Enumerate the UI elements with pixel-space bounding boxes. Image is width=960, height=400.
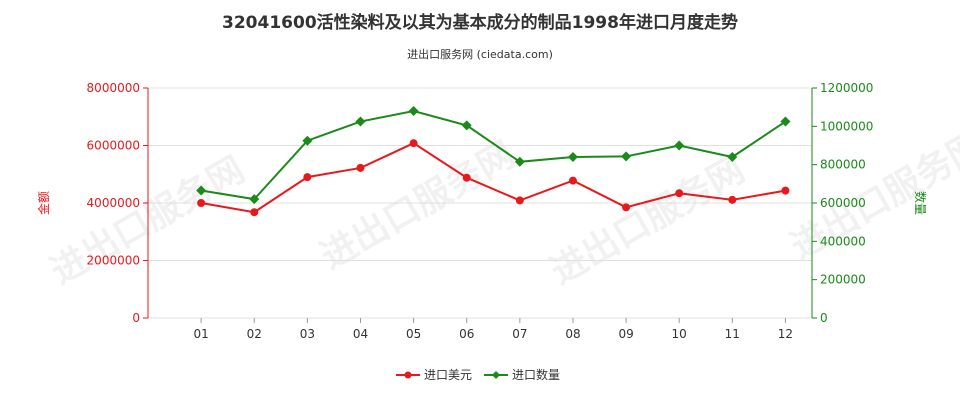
- data-point[interactable]: [462, 173, 471, 182]
- y-axis-right-tick-label: 0: [820, 311, 828, 325]
- x-axis-tick-label: 05: [406, 327, 421, 341]
- y-axis-right-tick-label: 200000: [820, 273, 866, 287]
- data-point[interactable]: [249, 194, 260, 205]
- x-axis-tick-label: 03: [300, 327, 315, 341]
- data-point[interactable]: [674, 140, 685, 151]
- y-axis-left-tick-label: 0: [132, 311, 140, 325]
- data-point[interactable]: [514, 156, 525, 167]
- legend: 进口美元 进口数量: [396, 367, 560, 382]
- series-value: [197, 139, 790, 217]
- data-point[interactable]: [250, 208, 259, 217]
- data-point[interactable]: [727, 152, 738, 162]
- y-axis-left-tick-label: 8000000: [87, 81, 140, 95]
- data-point[interactable]: [781, 186, 790, 195]
- legend-label-value: 进口美元: [424, 368, 472, 382]
- legend-item-quantity[interactable]: 进口数量: [484, 367, 560, 382]
- y-axis-left-title: 金额: [36, 191, 51, 215]
- y-axis-left-tick-label: 2000000: [87, 254, 140, 268]
- y-axis-right-tick-label: 400000: [820, 234, 866, 248]
- data-point[interactable]: [302, 135, 313, 146]
- y-axis-right-tick-label: 1200000: [820, 81, 873, 95]
- chart-title: 32041600活性染料及以其为基本成分的制品1998年进口月度走势: [222, 12, 738, 33]
- y-axis-left-tick-label: 6000000: [87, 139, 140, 153]
- data-point[interactable]: [196, 185, 207, 196]
- data-point[interactable]: [568, 176, 577, 185]
- x-axis-tick-label: 10: [672, 327, 687, 341]
- series-quantity: [196, 106, 791, 205]
- legend-label-quantity: 进口数量: [512, 367, 560, 382]
- y-axis-left-tick-label: 4000000: [87, 196, 140, 210]
- x-axis-tick-label: 11: [725, 327, 740, 341]
- y-axis-right-tick-label: 1000000: [820, 119, 873, 133]
- data-point[interactable]: [675, 189, 684, 198]
- data-point[interactable]: [622, 203, 631, 212]
- grid-layer: [147, 87, 813, 319]
- data-point[interactable]: [728, 195, 737, 204]
- data-point[interactable]: [356, 163, 365, 172]
- legend-marker-quantity: [492, 371, 500, 379]
- data-point[interactable]: [355, 116, 366, 127]
- x-axis-tick-label: 08: [565, 327, 580, 341]
- data-point[interactable]: [621, 151, 632, 162]
- x-axis-tick-label: 04: [353, 327, 368, 341]
- x-axis-tick-label: 09: [618, 327, 633, 341]
- x-axis-tick-label: 02: [247, 327, 262, 341]
- data-point[interactable]: [408, 106, 419, 116]
- data-point[interactable]: [567, 152, 578, 162]
- data-point[interactable]: [409, 139, 418, 148]
- y-axis-right-tick-label: 600000: [820, 196, 866, 210]
- x-axis-tick-label: 12: [778, 327, 793, 341]
- y-axis-right-tick-label: 800000: [820, 158, 866, 172]
- watermark-text: 进出口服务网: [314, 134, 522, 278]
- data-point[interactable]: [197, 199, 206, 207]
- data-point[interactable]: [780, 116, 791, 127]
- series-line: [200, 142, 786, 214]
- data-point[interactable]: [515, 196, 524, 205]
- x-axis-tick-label: 01: [193, 327, 208, 341]
- legend-item-value[interactable]: 进口美元: [396, 368, 472, 382]
- x-axis-tick-label: 07: [512, 327, 527, 341]
- series-line: [200, 109, 786, 201]
- watermark-text: 进出口服务网: [544, 149, 752, 293]
- data-point[interactable]: [461, 120, 472, 131]
- chart-subtitle: 进出口服务网 (ciedata.com): [407, 47, 553, 61]
- legend-marker-value: [404, 371, 412, 379]
- data-point[interactable]: [303, 173, 312, 182]
- x-axis-tick-label: 06: [459, 327, 474, 341]
- series-layer: [196, 106, 791, 217]
- axes-layer: 0 2000000 4000000 6000000 8000000 0 200000 4000…: [87, 81, 874, 341]
- y-axis-right-title: 数量: [913, 191, 928, 215]
